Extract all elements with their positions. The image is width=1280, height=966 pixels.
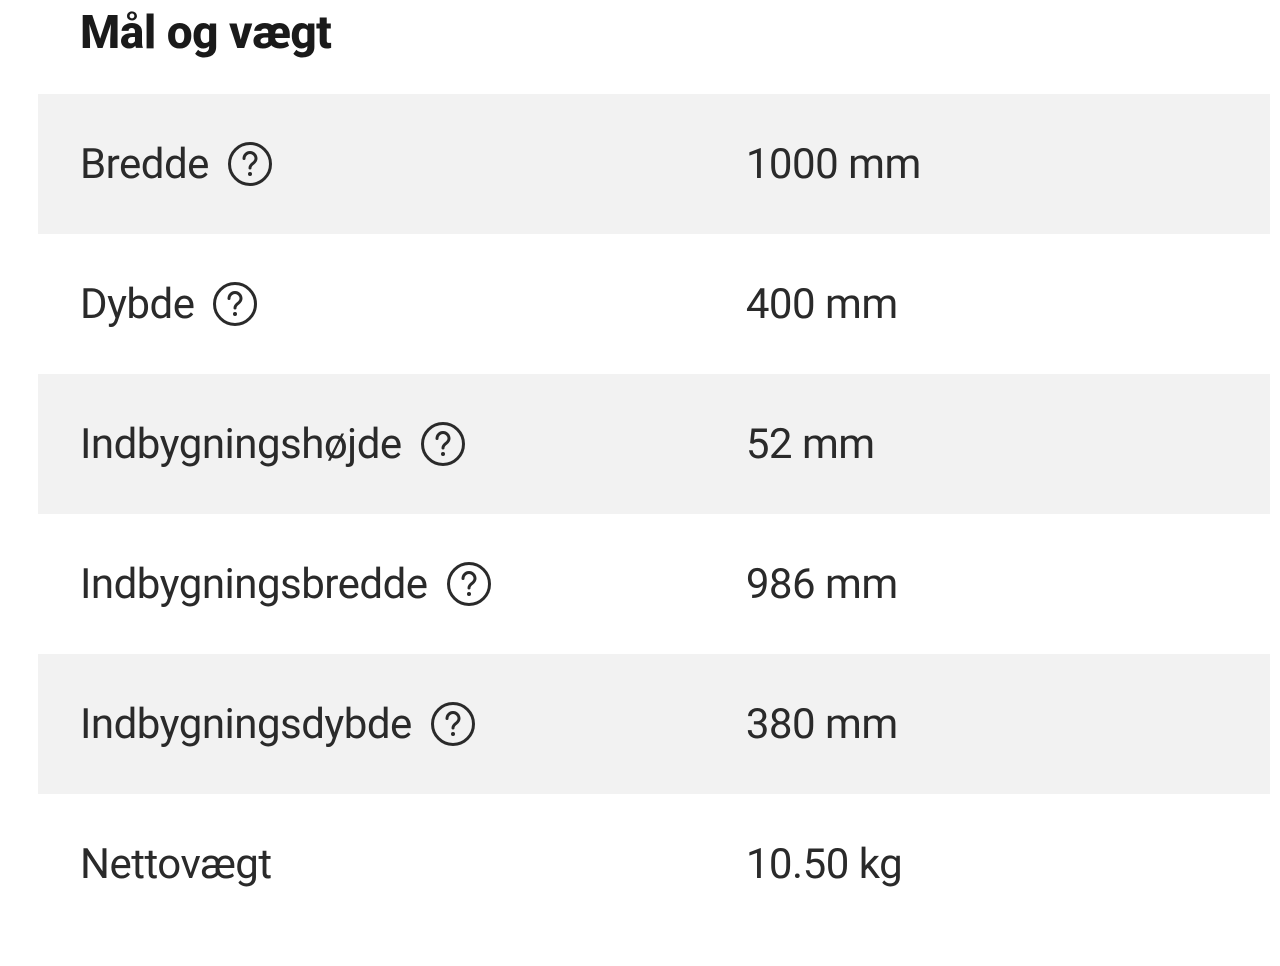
specs-table: Bredde 1000 mmDybde 400 mmIndbygningshøj… xyxy=(38,94,1270,934)
spec-label: Indbygningshøjde xyxy=(80,420,402,469)
spec-label-wrap: Indbygningsdybde xyxy=(80,700,746,749)
help-icon[interactable] xyxy=(430,701,476,747)
spec-label: Dybde xyxy=(80,280,194,329)
table-row: Bredde 1000 mm xyxy=(38,94,1270,234)
spec-label-wrap: Dybde xyxy=(80,280,746,329)
spec-label-wrap: Indbygningshøjde xyxy=(80,420,746,469)
spec-value: 52 mm xyxy=(746,420,875,469)
spec-label-wrap: Nettovægt xyxy=(80,840,746,889)
table-row: Indbygningsdybde 380 mm xyxy=(38,654,1270,794)
spec-label: Indbygningsdybde xyxy=(80,700,412,749)
spec-value: 1000 mm xyxy=(746,140,921,189)
spec-value: 380 mm xyxy=(746,700,898,749)
section-title: Mål og vægt xyxy=(80,6,1270,60)
table-row: Nettovægt 10.50 kg xyxy=(38,794,1270,934)
table-row: Indbygningsbredde 986 mm xyxy=(38,514,1270,654)
spec-label: Indbygningsbredde xyxy=(80,560,428,609)
spec-label: Bredde xyxy=(80,140,209,189)
help-icon[interactable] xyxy=(212,281,258,327)
specs-container: Mål og vægt Bredde 1000 mmDybde 400 mmIn… xyxy=(0,6,1280,934)
table-row: Dybde 400 mm xyxy=(38,234,1270,374)
table-row: Indbygningshøjde 52 mm xyxy=(38,374,1270,514)
help-icon[interactable] xyxy=(420,421,466,467)
spec-label-wrap: Bredde xyxy=(80,140,746,189)
help-icon[interactable] xyxy=(446,561,492,607)
spec-value: 400 mm xyxy=(746,280,898,329)
spec-value: 986 mm xyxy=(746,560,898,609)
spec-label-wrap: Indbygningsbredde xyxy=(80,560,746,609)
spec-value: 10.50 kg xyxy=(746,840,902,889)
help-icon[interactable] xyxy=(227,141,273,187)
spec-label: Nettovægt xyxy=(80,840,272,889)
